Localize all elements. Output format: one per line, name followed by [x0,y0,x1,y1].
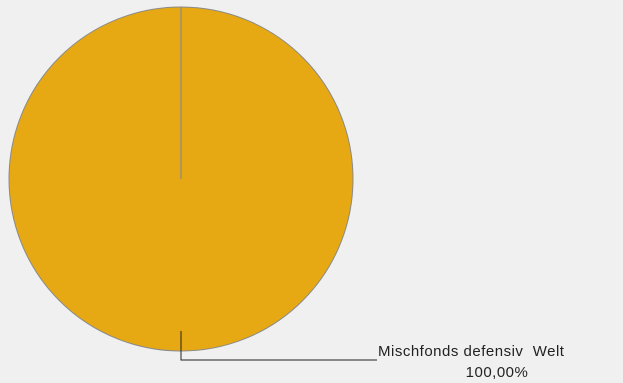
label-leader-line [180,331,377,361]
pie-labels: Mischfonds defensiv Welt 100,00% [180,331,565,381]
slice-label: Mischfonds defensiv Welt [378,343,565,360]
slice-value-label: 100,00% [466,364,529,381]
pie-slices [8,6,354,352]
